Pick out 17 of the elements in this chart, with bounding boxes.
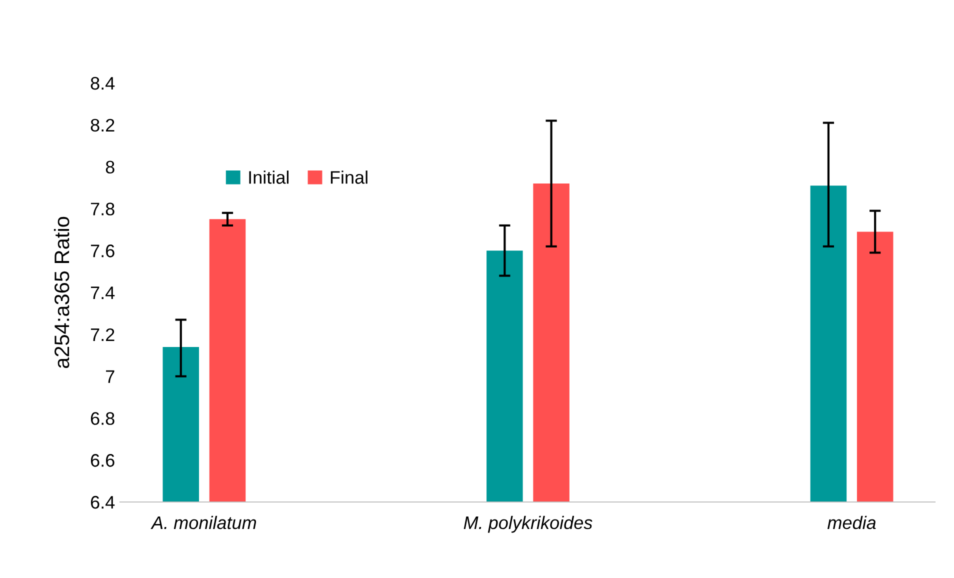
y-tick-label: 7.8 — [90, 202, 114, 216]
y-axis-title: a254:a365 Ratio — [54, 216, 70, 368]
y-tick-label: 8.4 — [90, 76, 115, 90]
y-tick-label: 6.8 — [90, 412, 114, 425]
legend-label: Final — [330, 170, 368, 184]
y-tick-label: 8 — [106, 160, 114, 174]
y-tick-label: 7.6 — [90, 244, 114, 258]
y-tick-label: 8.2 — [90, 118, 114, 132]
y-tick-label: 7.4 — [90, 286, 115, 300]
x-tick-label: media — [827, 516, 876, 530]
x-tick-label: A. monilatum — [150, 516, 256, 530]
y-tick-label: 6.4 — [90, 496, 115, 509]
y-tick-label: 7.2 — [90, 328, 114, 341]
y-tick-label: 7 — [106, 370, 114, 383]
y-tick-label: 6.6 — [90, 454, 114, 467]
legend-label: Initial — [249, 170, 289, 184]
x-tick-label: M. polykrikoides — [464, 516, 592, 533]
